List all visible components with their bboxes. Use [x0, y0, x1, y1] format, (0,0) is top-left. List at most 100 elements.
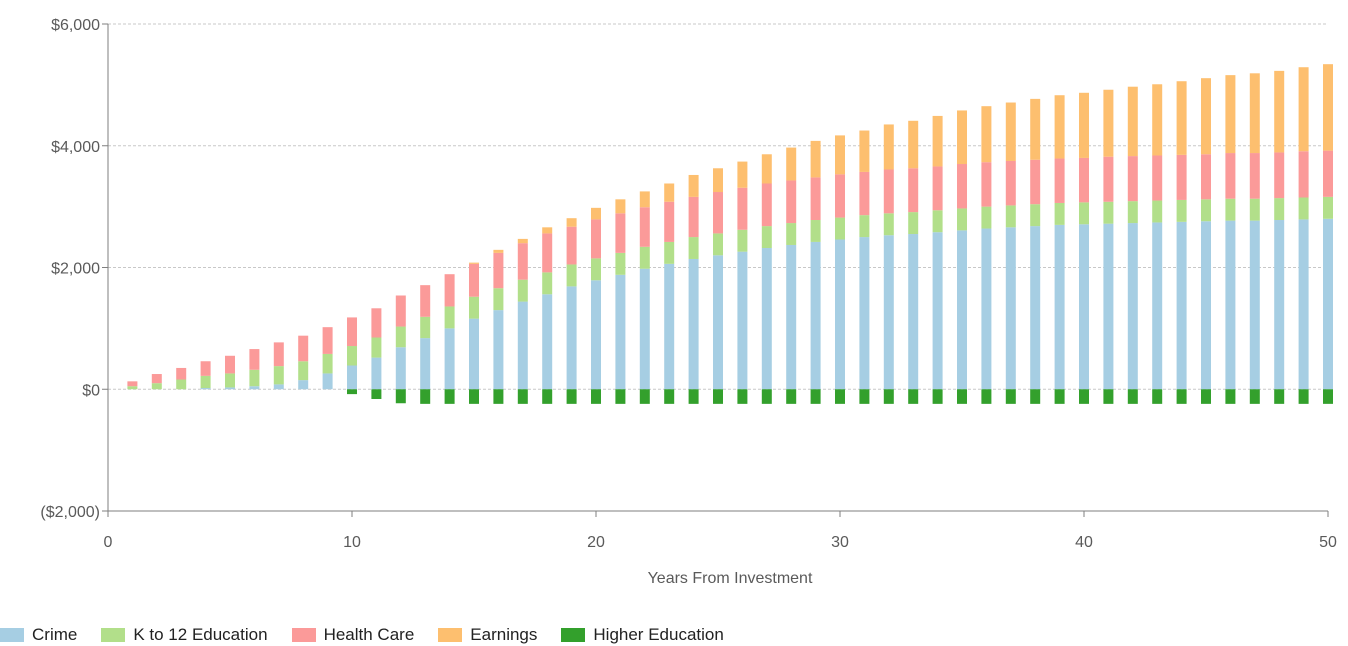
legend-swatch [101, 628, 126, 642]
bar-segment [1152, 222, 1163, 390]
bar-segment [1201, 199, 1211, 222]
bar-segment [810, 220, 821, 242]
bar-segment [1298, 197, 1309, 220]
x-tick-labels: 0 10 20 30 40 50 [104, 511, 1337, 551]
bar-segment [713, 233, 723, 256]
bar-segment [957, 110, 967, 165]
bar-segment [1225, 220, 1236, 390]
bar-segment [151, 383, 162, 390]
bar-segment [249, 349, 260, 370]
bar-segment [932, 232, 943, 390]
bar-segment [713, 192, 723, 234]
bar-segment [883, 169, 894, 214]
bar-segment [932, 210, 943, 233]
bar-segment [1054, 95, 1065, 159]
bar-segment [664, 201, 675, 242]
bar-segment [444, 306, 455, 329]
bar-segment [957, 208, 967, 231]
bar-segment [591, 258, 601, 281]
bar-segment [737, 229, 748, 252]
legend-label: K to 12 Education [133, 625, 268, 644]
bar-segment [225, 355, 235, 374]
bar-segment [420, 389, 431, 404]
bar-segment [713, 389, 723, 404]
bar-segment [566, 218, 577, 227]
bar-segment [908, 389, 919, 404]
bar-segment [737, 251, 748, 390]
bar-segment [932, 115, 943, 167]
x-tick-label: 40 [1075, 534, 1093, 551]
bar-segment [469, 263, 479, 297]
bar-segment [1079, 202, 1089, 225]
bar-segment [273, 366, 284, 385]
bar-segment [273, 384, 284, 390]
bar-segment [517, 238, 528, 244]
bar-segment [981, 206, 992, 229]
bar-segment [1127, 389, 1138, 404]
bar-segment [542, 233, 553, 273]
bar-segment [591, 389, 601, 404]
bar-segment [981, 162, 992, 207]
bar-segment [1054, 389, 1065, 404]
y-tick-label: $0 [82, 382, 100, 399]
bar-segment [1201, 221, 1211, 390]
bar-segment [1005, 102, 1016, 161]
bar-segment [273, 342, 284, 367]
bar-segment [835, 217, 845, 240]
bar-segment [1054, 202, 1065, 225]
bar-segment [1249, 198, 1260, 221]
bar-segment [761, 226, 772, 249]
bar-segment [1152, 389, 1163, 404]
bar-segment [1274, 152, 1285, 199]
bar-segment [1323, 389, 1333, 404]
legend-swatch [438, 628, 463, 642]
bar-segment [1298, 389, 1309, 404]
bar-segment [420, 338, 431, 390]
bar-segment [371, 337, 382, 358]
legend-label: Earnings [470, 625, 538, 644]
bar-segment [761, 154, 772, 184]
bar-segment [493, 288, 504, 311]
legend-item: Higher Education [561, 625, 724, 645]
bar-segment [444, 328, 455, 390]
bar-segment [761, 183, 772, 227]
bar-segment [1030, 226, 1041, 390]
bar-segment [1079, 92, 1089, 158]
bar-segment [371, 389, 382, 399]
bar-segment [200, 375, 211, 389]
bar-segment [1103, 389, 1114, 404]
bar-segment [249, 386, 260, 390]
bar-segment [1298, 219, 1309, 390]
bar-segment [1225, 389, 1236, 404]
bar-segment [517, 389, 528, 404]
x-tick-label: 0 [104, 534, 113, 551]
bar-segment [883, 235, 894, 390]
bar-segment [737, 389, 748, 404]
bar-segment [713, 168, 723, 193]
bar-segment [1176, 221, 1187, 390]
bar-segment [1225, 198, 1236, 221]
x-tick-label: 50 [1319, 534, 1337, 551]
bar-segment [298, 380, 309, 390]
bar-segment [347, 389, 357, 395]
bar-segment [444, 274, 455, 307]
bar-segment [517, 243, 528, 280]
bar-segment [1079, 157, 1089, 203]
bar-segment [835, 135, 845, 175]
bar-segment [615, 199, 626, 214]
y-tick-label: $2,000 [51, 261, 100, 278]
bar-segment [664, 241, 675, 264]
bar-segment [200, 361, 211, 376]
bar-segment [1079, 224, 1089, 390]
bar-segment [664, 389, 675, 404]
x-tick-label: 10 [343, 534, 361, 551]
bar-segment [395, 389, 406, 404]
bar-segment [1103, 201, 1114, 224]
bar-segment [371, 308, 382, 338]
bar-segment [151, 374, 162, 384]
bar-segment [127, 381, 138, 387]
bar-segment [859, 237, 870, 390]
legend-label: Higher Education [593, 625, 724, 644]
bar-segment [615, 213, 626, 253]
bar-segment [1323, 196, 1333, 219]
